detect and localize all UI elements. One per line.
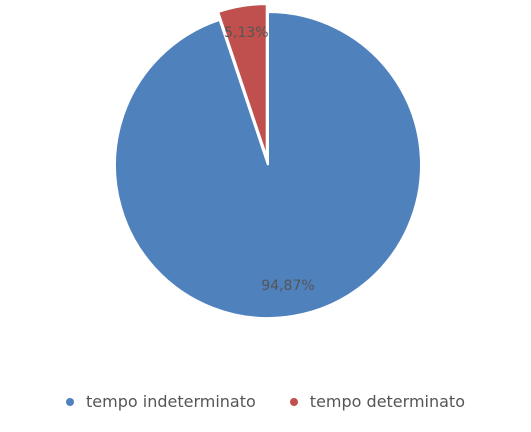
pie-slice-tempo-determinato <box>216 3 268 158</box>
data-label-tempo-determinato: 5,13% <box>224 25 268 41</box>
data-label-tempo-indeterminato: 94,87% <box>261 278 314 294</box>
legend-label-tempo-determinato: tempo determinato <box>309 392 465 411</box>
chart-legend: tempo indeterminato tempo determinato <box>0 392 531 411</box>
legend-label-tempo-indeterminato: tempo indeterminato <box>86 392 256 411</box>
legend-swatch-tempo-indeterminato <box>66 397 75 406</box>
data-labels: 94,87% 5,13% <box>224 25 315 294</box>
legend-item-tempo-determinato: tempo determinato <box>289 392 465 411</box>
legend-swatch-tempo-determinato <box>289 397 298 406</box>
pie-slices <box>114 3 422 319</box>
legend-item-tempo-indeterminato: tempo indeterminato <box>66 392 256 411</box>
pie-slice-tempo-indeterminato <box>114 10 422 319</box>
